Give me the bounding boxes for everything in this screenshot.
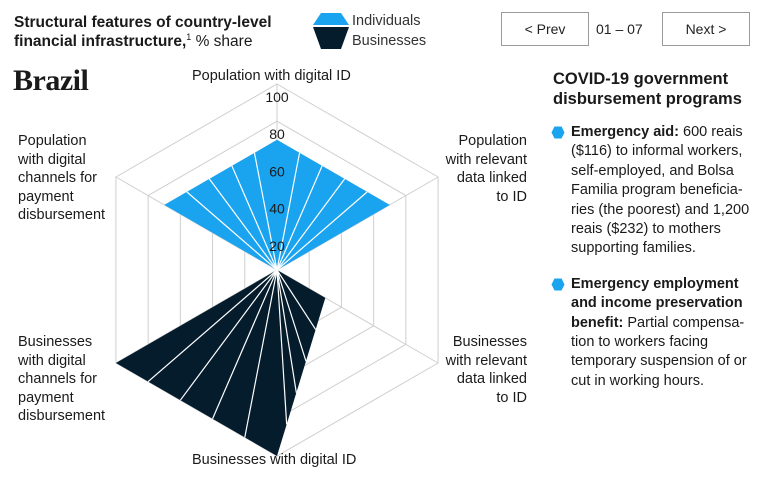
programs-panel: COVID-19 government disbursement program… [551, 69, 758, 407]
series-hatch-individuals [276, 152, 301, 271]
program-text: Partial compensa-tion to workers facing … [571, 314, 747, 389]
next-button[interactable]: Next > [662, 12, 750, 46]
axis-spoke [115, 176, 278, 271]
country-name: Brazil [13, 64, 89, 97]
axis-label-bottom-right-line: Businesses [452, 334, 527, 350]
axis-label-top-left-line: Population [18, 133, 87, 149]
program-item: Emergency aid: 600 reais ($116) to infor… [551, 123, 758, 259]
program-text: 600 reais ($116) to informal workers, se… [571, 124, 750, 257]
legend: Individuals Businesses [305, 11, 475, 51]
series-hatch-individuals [231, 165, 278, 271]
programs-title: COVID-19 government disbursement program… [553, 70, 742, 108]
series-hatch-businesses [179, 269, 278, 401]
axis-label-bottom-right-line: with relevant [445, 352, 527, 369]
chart-title: Structural features of country-level fin… [14, 13, 299, 51]
series-hatch-businesses [276, 269, 297, 393]
series-hatch-businesses [276, 269, 288, 425]
axis-label-top-left-line: with digital [18, 151, 86, 168]
series-hatch-businesses [212, 269, 278, 420]
series-hatch-businesses [276, 269, 307, 362]
axis-spoke [276, 269, 439, 364]
legend-swatch-businesses [313, 27, 349, 49]
tick-label: 60 [269, 163, 285, 179]
axis-label-bottom-left-line: Businesses [18, 334, 93, 350]
axis-label-top-right: Population with relevant data linked to … [422, 132, 527, 206]
page-indicator: 01 – 07 [596, 21, 643, 37]
series-hatch-individuals [276, 178, 346, 271]
axis-label-bottom-left-line: payment [18, 389, 74, 406]
axis-label-bottom-left-line: with digital [18, 352, 86, 369]
program-name: Emergency employment and income preserva… [571, 275, 743, 331]
axis-label-top-right-line: with relevant [445, 151, 527, 168]
axis-label-top-right-line: data linked [456, 170, 527, 187]
axis-label-bottom-right-line: to ID [496, 389, 527, 406]
tick-label: 20 [269, 238, 285, 254]
axis-label-top-left-line: channels for [18, 170, 97, 187]
axis-label-top-left-line: disbursement [18, 207, 106, 224]
series-hatch-individuals [253, 152, 278, 271]
axis-label-top-right-line: Population [458, 133, 527, 149]
series-hatch-individuals [276, 191, 368, 271]
series-hatch-individuals [186, 191, 278, 271]
axis-label-top: Population with digital ID [192, 68, 351, 84]
tick-label: 100 [265, 89, 289, 105]
hexagon-bullet-icon [551, 126, 565, 139]
series-hatch-businesses [244, 269, 278, 438]
axis-label-bottom-left: Businesses with digital channels for pay… [18, 333, 105, 426]
tick-label: 40 [269, 201, 285, 217]
axis-label-bottom-left-line: channels for [18, 371, 97, 388]
series-hatch-individuals [276, 165, 323, 271]
footnote-marker: 1 [186, 31, 192, 42]
program-item: Emergency employment and income preserva… [551, 275, 758, 391]
program-name: Emergency aid: [571, 124, 679, 140]
legend-hexagon-icon [313, 13, 349, 49]
axis-label-top-left: Population with digital channels for pay… [18, 132, 105, 225]
legend-label-individuals: Individuals [352, 13, 421, 29]
axis-label-bottom-right: Businesses with relevant data linked to … [422, 333, 527, 407]
series-hatch-businesses [276, 269, 317, 330]
series-hatch-individuals [208, 178, 278, 271]
hexagon-bullet-icon [551, 278, 565, 291]
series-area-individuals [164, 139, 390, 270]
series-hatch-businesses [147, 269, 278, 383]
legend-swatch-individuals [313, 13, 349, 25]
axis-label-bottom: Businesses with digital ID [192, 452, 357, 468]
tick-label: 80 [269, 126, 285, 142]
axis-label-bottom-right-line: data linked [456, 371, 527, 388]
legend-label-businesses: Businesses [352, 33, 427, 49]
axis-label-top-left-line: payment [18, 188, 74, 205]
axis-label-top-right-line: to ID [496, 188, 527, 205]
chart-title-text: Structural features of country-level fin… [14, 14, 272, 50]
axis-label-bottom-left-line: disbursement [18, 408, 106, 425]
prev-button[interactable]: < Prev [501, 12, 589, 46]
series-area-businesses [115, 270, 326, 456]
chart-unit: % share [195, 33, 253, 50]
